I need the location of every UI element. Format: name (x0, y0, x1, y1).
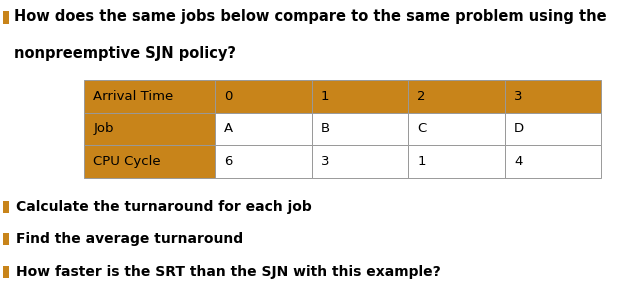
Text: Find the average turnaround: Find the average turnaround (16, 232, 243, 247)
Bar (215, 113, 312, 145)
Text: 1: 1 (321, 90, 330, 103)
Text: 3: 3 (514, 90, 523, 103)
Text: CPU Cycle: CPU Cycle (93, 155, 161, 168)
Bar (408, 80, 505, 113)
Bar (312, 113, 408, 145)
Text: C: C (417, 123, 427, 135)
Bar (312, 145, 408, 178)
Text: 0: 0 (224, 90, 232, 103)
Bar (3, 11, 9, 24)
Text: 1: 1 (417, 155, 426, 168)
Text: B: B (321, 123, 330, 135)
Bar (312, 80, 408, 113)
Bar (3, 201, 9, 213)
Bar (215, 80, 312, 113)
Bar (505, 113, 601, 145)
Text: D: D (514, 123, 524, 135)
Bar (84, 80, 215, 113)
Bar (84, 113, 215, 145)
Text: 4: 4 (514, 155, 522, 168)
Bar (3, 266, 9, 278)
Text: How faster is the SRT than the SJN with this example?: How faster is the SRT than the SJN with … (16, 265, 440, 279)
Bar (505, 80, 601, 113)
Text: 3: 3 (321, 155, 330, 168)
Bar (408, 113, 505, 145)
Text: Arrival Time: Arrival Time (93, 90, 174, 103)
Text: A: A (224, 123, 234, 135)
Bar (3, 233, 9, 245)
Text: 6: 6 (224, 155, 232, 168)
Text: nonpreemptive SJN policy?: nonpreemptive SJN policy? (14, 46, 235, 61)
Bar (408, 145, 505, 178)
Bar (505, 145, 601, 178)
Text: Calculate the turnaround for each job: Calculate the turnaround for each job (16, 200, 312, 214)
Text: Job: Job (93, 123, 114, 135)
Text: How does the same jobs below compare to the same problem using the: How does the same jobs below compare to … (14, 9, 606, 24)
Bar (84, 145, 215, 178)
Bar (215, 145, 312, 178)
Text: 2: 2 (417, 90, 426, 103)
